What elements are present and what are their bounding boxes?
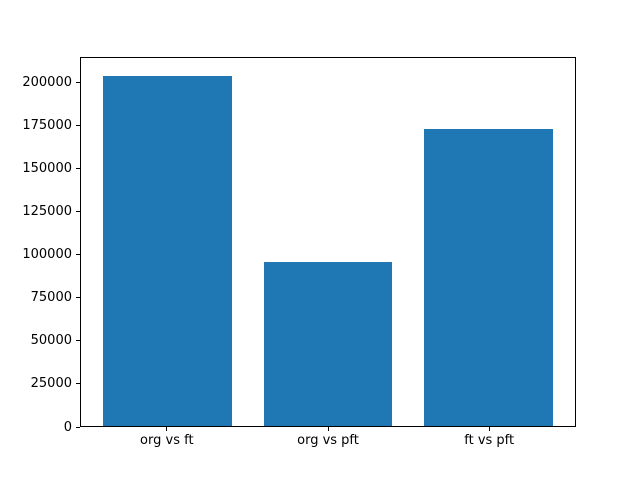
y-tick-label: 50000 [30,333,72,349]
x-tick-label: org vs ft [140,433,194,448]
y-tick-label: 150000 [22,161,72,177]
y-tick-label: 125000 [22,204,72,220]
y-tick-mark [76,82,80,84]
bar-org-vs-pft [263,261,393,426]
y-tick-label: 100000 [22,247,72,263]
y-tick-label: 200000 [22,75,72,91]
x-tick-label: org vs pft [297,433,359,448]
y-tick-label: 175000 [22,118,72,134]
y-tick-mark [76,426,80,428]
y-tick-label: 0 [63,419,72,435]
y-tick-label: 75000 [30,290,72,306]
y-tick-mark [76,211,80,213]
plot-area [80,57,576,427]
x-tick-mark [166,427,168,431]
x-tick-label: ft vs pft [464,433,515,448]
y-tick-mark [76,125,80,127]
y-tick-mark [76,254,80,256]
bar-org-vs-ft [103,75,232,426]
y-tick-mark [76,340,80,342]
x-tick-mark [488,427,490,431]
y-tick-label: 25000 [30,376,72,392]
bar-ft-vs-pft [424,129,553,426]
y-tick-mark [76,168,80,170]
x-tick-mark [327,427,329,431]
y-tick-mark [76,297,80,299]
y-tick-mark [76,383,80,385]
